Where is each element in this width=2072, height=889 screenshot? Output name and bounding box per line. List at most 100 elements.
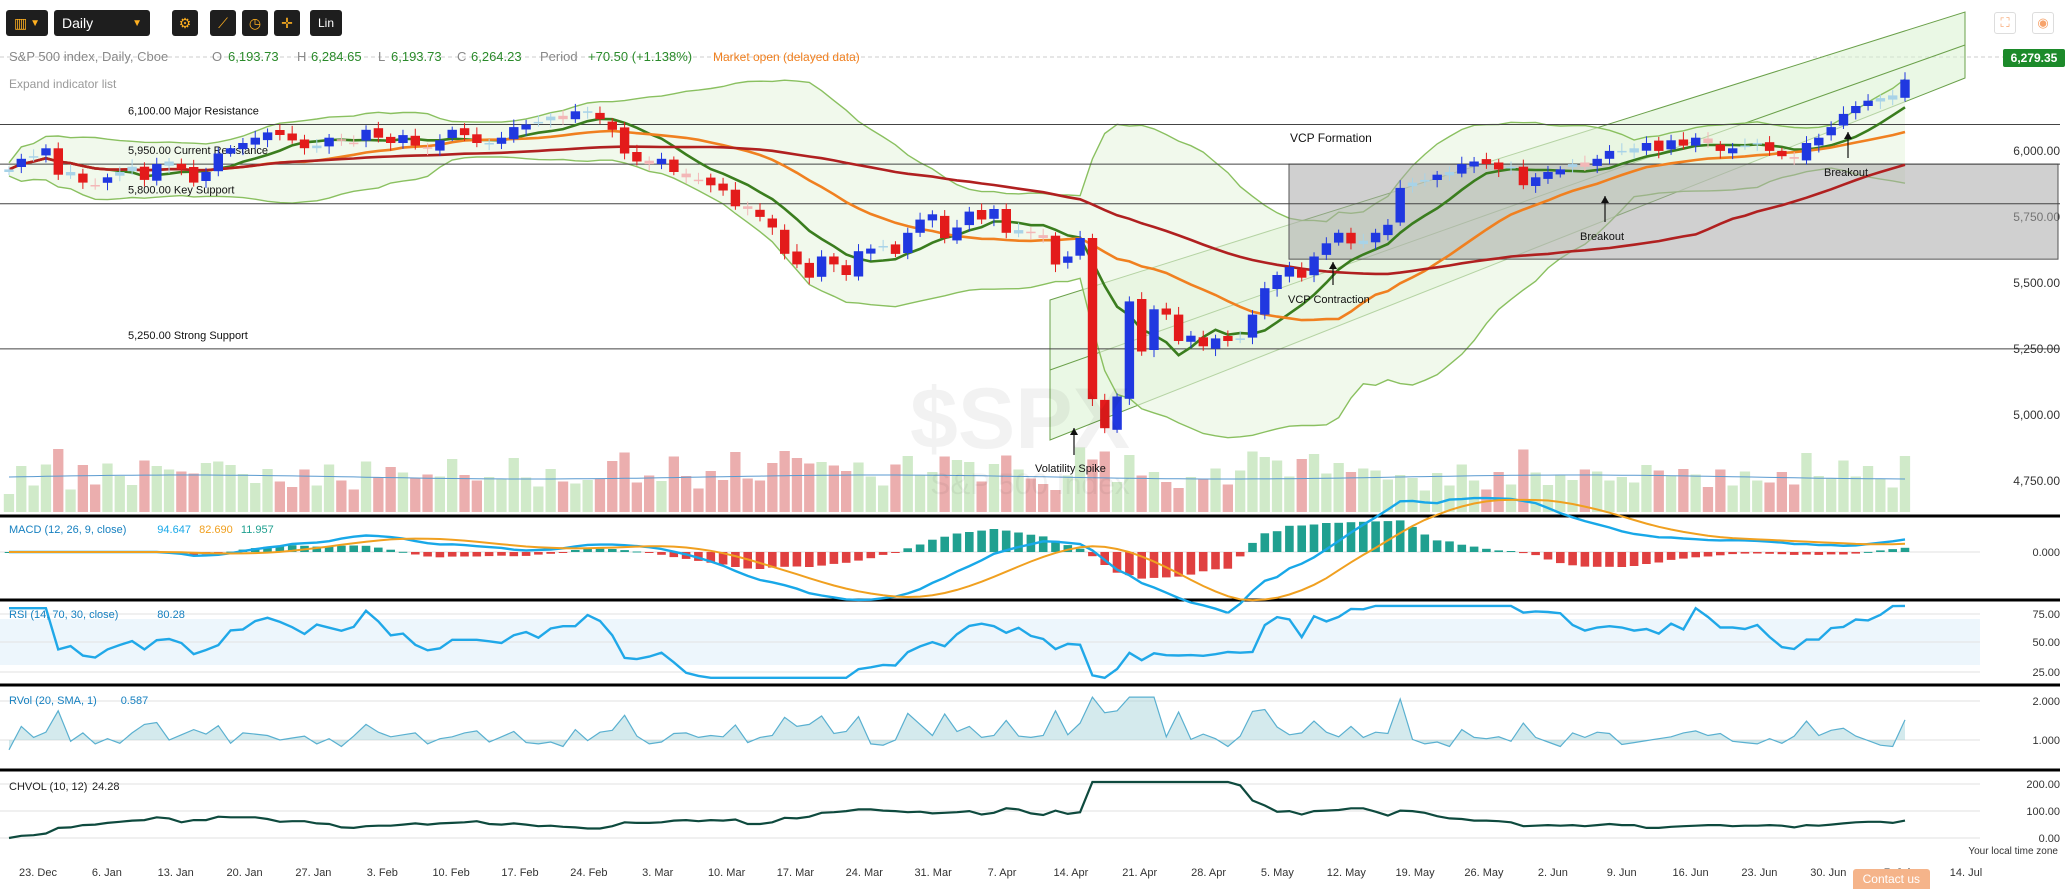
volume-bar xyxy=(422,474,433,512)
macd-histogram-bar xyxy=(509,552,519,557)
candle-body xyxy=(1370,232,1381,243)
candle-body xyxy=(878,246,888,248)
volume-bar xyxy=(828,465,839,512)
candle-body xyxy=(656,158,667,165)
candle-body xyxy=(398,135,408,143)
pane-axis-tick: 200.00 xyxy=(2026,779,2060,791)
macd-histogram-bar xyxy=(1125,552,1134,576)
x-axis-tick: 3. Mar xyxy=(642,867,674,879)
chart-annotation: Volatility Spike xyxy=(1035,463,1106,475)
candle-body xyxy=(619,127,630,154)
fullscreen-button[interactable]: ⛶ xyxy=(1994,12,2016,34)
volume-bar xyxy=(1173,488,1184,512)
candle-body xyxy=(115,172,125,176)
macd-histogram-bar xyxy=(546,552,555,554)
candle-body xyxy=(16,158,26,167)
candle-body xyxy=(262,132,273,141)
candle-body xyxy=(1432,174,1442,180)
candle-body xyxy=(1543,172,1553,179)
last-price-value: 6,279.35 xyxy=(2011,51,2058,65)
volume-bar xyxy=(484,477,495,512)
macd-histogram-bar xyxy=(608,549,617,552)
candle-body xyxy=(1420,179,1430,182)
clock-button[interactable]: ◷ xyxy=(242,10,268,36)
expand-indicator-list[interactable]: Expand indicator list xyxy=(9,77,117,91)
macd-histogram-bar xyxy=(1432,540,1442,552)
macd-histogram-bar xyxy=(1174,552,1183,577)
x-axis-tick: 19. May xyxy=(1396,867,1436,879)
macd-histogram-bar xyxy=(1395,520,1405,552)
candle-body xyxy=(164,161,174,166)
gear-button[interactable]: ⚙ xyxy=(172,10,198,36)
candle-body xyxy=(496,137,507,144)
candle-body xyxy=(1223,336,1233,341)
candle-body xyxy=(484,143,494,145)
volume-bar xyxy=(311,485,322,512)
macd-histogram-bar xyxy=(965,532,974,552)
x-axis-tick: 31. Mar xyxy=(914,867,952,879)
rsi-line xyxy=(9,604,1906,680)
volume-bar xyxy=(1321,473,1332,512)
volume-bar xyxy=(545,469,556,512)
macd-histogram-bar xyxy=(1149,552,1159,578)
candle-body xyxy=(521,124,531,130)
volume-bar xyxy=(693,488,704,512)
scale-button[interactable]: Lin xyxy=(310,10,342,36)
volume-bar xyxy=(520,477,532,512)
candle-body xyxy=(1297,269,1307,278)
candle-body xyxy=(1629,148,1639,153)
annotation-arrow-head xyxy=(1601,196,1609,203)
candle-body xyxy=(1100,399,1110,429)
macd-histogram-bar xyxy=(1408,526,1417,552)
volume-bar xyxy=(139,460,150,512)
volume-bar xyxy=(1875,478,1886,512)
volume-bar xyxy=(1235,470,1246,512)
candle-body xyxy=(1888,95,1898,100)
macd-histogram-bar xyxy=(977,530,986,552)
cursor-button[interactable]: ✛ xyxy=(274,10,300,36)
macd-histogram-bar xyxy=(620,550,629,552)
pane-axis-tick: 100.00 xyxy=(2026,806,2060,818)
contact-us-button[interactable]: Contact us xyxy=(1852,869,1930,889)
interval-select[interactable]: Daily ▼ xyxy=(54,10,150,36)
candle-body xyxy=(1235,338,1245,340)
volume-bar xyxy=(976,481,987,512)
macd-histogram-bar xyxy=(497,552,506,556)
chevron-down-icon: ▼ xyxy=(132,17,142,29)
candle-body xyxy=(78,173,88,183)
candle-body xyxy=(275,130,285,135)
macd-histogram-bar xyxy=(1309,524,1319,552)
macd-histogram-bar xyxy=(1260,533,1270,553)
interval-label: Daily xyxy=(62,15,94,31)
chvol-line xyxy=(8,780,1906,840)
chart-type-button[interactable]: ▥ ▼ xyxy=(6,10,48,36)
candle-body xyxy=(139,166,150,180)
candle-body xyxy=(1112,396,1122,430)
candle-body xyxy=(755,209,765,217)
candle-body xyxy=(386,136,396,143)
screenshot-button[interactable]: ◉ xyxy=(2032,12,2054,34)
macd-histogram-bar xyxy=(1765,552,1774,554)
volume-bar xyxy=(114,476,125,512)
volume-bar xyxy=(594,478,606,512)
candle-body xyxy=(1038,235,1048,238)
volume-bar xyxy=(742,478,753,512)
macd-histogram-bar xyxy=(1592,552,1602,567)
candle-body xyxy=(41,148,51,156)
camera-icon: ◉ xyxy=(2037,15,2049,30)
macd-histogram-bar xyxy=(1112,552,1122,573)
price-axis-tick: 4,750.00 xyxy=(2013,474,2060,488)
macd-histogram-bar xyxy=(989,529,999,552)
volume-bar xyxy=(262,469,273,512)
macd-histogram-bar xyxy=(1876,550,1885,552)
volume-bar xyxy=(77,465,88,512)
x-axis-tick: 12. May xyxy=(1327,867,1367,879)
indicator-title: RSI (14, 70, 30, close) xyxy=(9,609,118,621)
macd-pane: 0.000 MACD (12, 26, 9, close) 94.647 82.690… xyxy=(0,496,2060,615)
volume-bar xyxy=(754,480,766,512)
candle-body xyxy=(1358,240,1368,245)
macd-histogram-bar xyxy=(398,551,408,553)
draw-button[interactable]: ⟋ xyxy=(210,10,236,36)
volume-bar xyxy=(1161,482,1172,512)
